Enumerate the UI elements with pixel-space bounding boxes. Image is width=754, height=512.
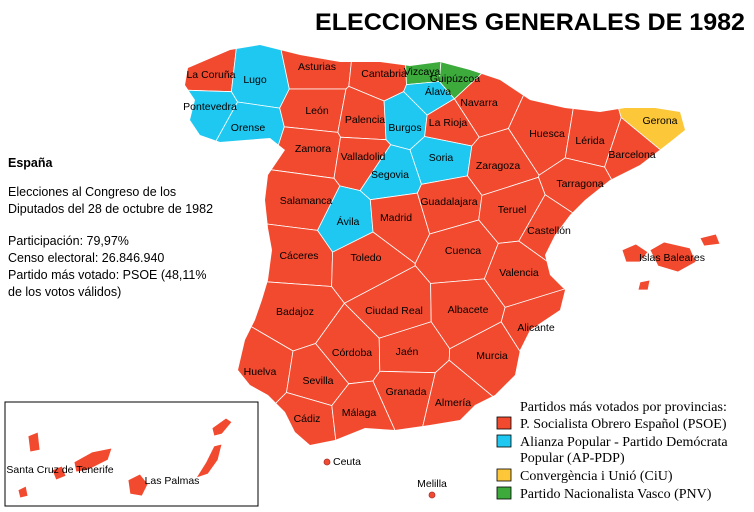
province-label: Pontevedra — [183, 101, 237, 113]
province-label: Cádiz — [294, 413, 321, 425]
province — [230, 45, 290, 109]
province-label: Sevilla — [303, 375, 334, 387]
province-label: Ávila — [337, 215, 360, 228]
info-line: Participación: 79,97% — [8, 234, 129, 248]
province-label: Jaén — [396, 346, 419, 358]
info-line: Partido más votado: PSOE (48,11% — [8, 268, 206, 282]
province-label: Vizcaya — [404, 66, 441, 78]
province-label: Navarra — [460, 97, 498, 109]
province — [428, 491, 436, 499]
province-label: Islas Baleares — [639, 252, 705, 264]
province-label: Las Palmas — [145, 475, 200, 487]
province-label: Lérida — [575, 135, 604, 147]
province-label: Castellón — [527, 225, 571, 237]
province — [500, 283, 685, 445]
province-label: Málaga — [342, 407, 377, 419]
province-label: Albacete — [448, 304, 489, 316]
province-label: Segovia — [371, 169, 409, 181]
legend-label: Alianza Popular - Partido Demócrata — [520, 435, 728, 450]
province-label: Cáceres — [279, 250, 318, 262]
province — [621, 243, 649, 263]
province-label: Palencia — [345, 114, 385, 126]
info-heading: España — [8, 156, 54, 170]
province-label: Orense — [231, 122, 266, 134]
province-label: Guadalajara — [420, 196, 477, 208]
province-label: Valladolid — [341, 151, 386, 163]
province-label: Badajoz — [276, 306, 314, 318]
province — [17, 485, 29, 499]
province-label: Huesca — [529, 128, 565, 140]
info-line: Diputados del 28 de octubre de 1982 — [8, 202, 213, 216]
info-line: Censo electoral: 26.846.940 — [8, 251, 164, 265]
province-label: Salamanca — [280, 195, 333, 207]
legend-swatch — [496, 468, 512, 482]
province-label: Zamora — [295, 143, 331, 155]
province-label: Álava — [425, 85, 451, 98]
province-label: Cantabria — [361, 68, 407, 80]
province — [127, 473, 149, 497]
province-label: La Rioja — [429, 117, 468, 129]
province-label: Huelva — [244, 366, 277, 378]
province-label: Gerona — [642, 115, 677, 127]
province-label: Almería — [435, 397, 471, 409]
province — [699, 233, 721, 247]
legend-label: P. Socialista Obrero Español (PSOE) — [520, 417, 727, 432]
province — [323, 458, 331, 466]
province-label: León — [305, 105, 329, 117]
province-label: Teruel — [498, 204, 527, 216]
province — [27, 431, 41, 453]
province-label: Melilla — [417, 478, 447, 490]
legend-label: Partido Nacionalista Vasco (PNV) — [520, 487, 712, 502]
info-line: Elecciones al Congreso de los — [8, 185, 176, 199]
province-label: Santa Cruz de Tenerife — [6, 464, 113, 476]
info-line: de los votos válidos) — [8, 285, 121, 299]
canary-inset — [4, 401, 259, 507]
legend-label: Popular (AP-PDP) — [520, 451, 625, 466]
legend-swatch — [496, 486, 512, 500]
legend: Partidos más votados por provincias: P. … — [496, 400, 728, 502]
province-label: Lugo — [243, 74, 267, 86]
province-label: Soria — [429, 152, 454, 164]
province — [218, 392, 339, 445]
province-label: Ciudad Real — [365, 305, 423, 317]
province — [185, 45, 239, 93]
province-label: Córdoba — [332, 347, 372, 359]
province-label: La Coruña — [186, 69, 235, 81]
labels: La Coruña Lugo Pontevedra Orense Asturias Can… — [6, 61, 705, 490]
province — [637, 279, 651, 291]
province-label: Ceuta — [333, 456, 361, 468]
province-label: Valencia — [499, 267, 539, 279]
province — [276, 45, 356, 90]
province-label: Murcia — [476, 350, 508, 362]
province — [73, 447, 113, 473]
province-label: Burgos — [388, 122, 421, 134]
province-label: Barcelona — [608, 149, 655, 161]
province-label: Toledo — [351, 252, 382, 264]
province — [649, 241, 697, 273]
province — [211, 417, 233, 437]
legend-title: Partidos más votados por provincias: — [520, 400, 727, 415]
legend-swatch — [496, 416, 512, 430]
province-label: Guipúzcoa — [430, 73, 480, 85]
province-label: Zaragoza — [476, 160, 521, 172]
province-label: Asturias — [298, 61, 336, 73]
legend-swatch — [496, 434, 512, 448]
province-label: Cuenca — [445, 245, 481, 257]
province-label: Granada — [386, 386, 427, 398]
province-label: Madrid — [380, 212, 412, 224]
province-label: Tarragona — [556, 178, 603, 190]
province — [51, 465, 67, 481]
legend-label: Convergència i Unió (CiU) — [520, 469, 673, 484]
title: ELECCIONES GENERALES DE 1982 — [315, 9, 745, 36]
province-label: Alicante — [517, 322, 555, 334]
province — [195, 443, 223, 479]
